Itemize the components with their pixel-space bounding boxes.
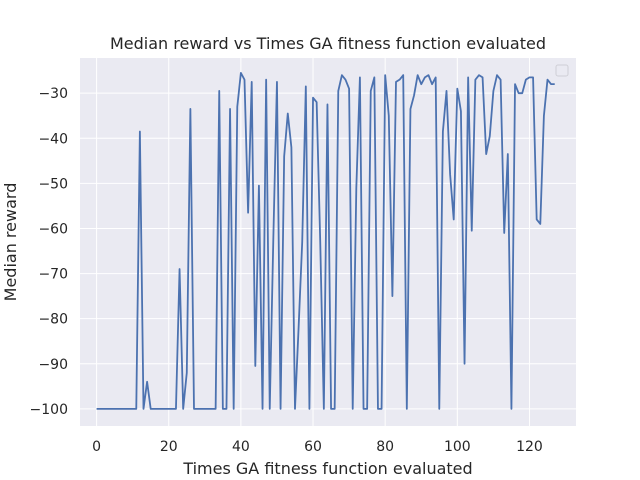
- y-tick-label: −30: [38, 86, 68, 102]
- y-tick-label: −40: [38, 131, 68, 147]
- y-tick-label: −80: [38, 312, 68, 328]
- x-tick-label: 100: [444, 439, 471, 455]
- x-tick-label: 40: [232, 439, 250, 455]
- y-axis-label: Median reward: [1, 183, 20, 302]
- x-tick-label: 20: [160, 439, 178, 455]
- x-tick-label: 60: [304, 439, 322, 455]
- y-axis: −100 −90 −80 −70 −60 −50 −40 −30: [30, 86, 68, 418]
- x-tick-label: 120: [516, 439, 543, 455]
- x-tick-label: 80: [376, 439, 394, 455]
- y-tick-label: −90: [38, 357, 68, 373]
- x-tick-label: 0: [92, 439, 101, 455]
- x-axis-label: Times GA fitness function evaluated: [182, 459, 472, 478]
- series-line: [96, 71, 555, 410]
- y-tick-label: −60: [38, 221, 68, 237]
- legend-box: [555, 64, 569, 77]
- y-tick-label: −70: [38, 267, 68, 283]
- y-tick-label: −50: [38, 176, 68, 192]
- chart-title: Median reward vs Times GA fitness functi…: [110, 34, 546, 53]
- x-axis: 0 20 40 60 80 100 120: [92, 439, 543, 455]
- y-tick-label: −100: [30, 402, 68, 418]
